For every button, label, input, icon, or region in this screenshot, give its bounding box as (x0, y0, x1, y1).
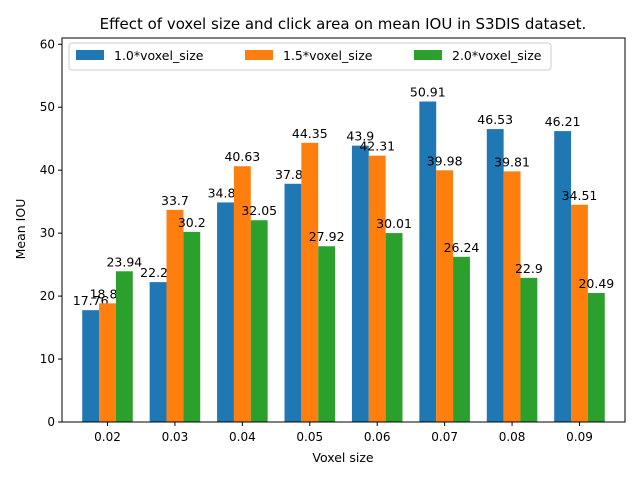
data-label-series-3-0.02: 23.94 (106, 254, 142, 269)
legend-swatch-series-3 (414, 50, 442, 60)
legend-label-series-2: 1.5*voxel_size (283, 48, 373, 63)
bar-series-1-0.02 (82, 310, 100, 422)
bar-series-2-0.08 (503, 171, 521, 422)
bar-series-1-0.06 (351, 145, 369, 422)
legend-swatch-series-2 (245, 50, 273, 60)
legend-box (68, 42, 552, 71)
data-label-series-3-0.07: 26.24 (444, 240, 480, 255)
legend: 1.0*voxel_size 1.5*voxel_size 2.0*voxel_si… (68, 42, 552, 71)
y-tick-label: 60 (40, 37, 55, 51)
data-label-series-1-0.09: 46.21 (545, 114, 581, 129)
data-label-series-1-0.07: 50.91 (410, 85, 446, 100)
y-axis-label: Mean IOU (13, 199, 28, 260)
bar-series-3-0.08 (520, 277, 538, 422)
x-tick-label: 0.06 (364, 430, 391, 444)
y-tick-label: 20 (40, 289, 55, 303)
x-tick-label: 0.05 (296, 430, 323, 444)
data-label-series-3-0.04: 32.05 (241, 203, 277, 218)
bar-series-3-0.02 (115, 271, 133, 422)
data-label-series-2-0.08: 39.81 (494, 154, 530, 169)
bar-series-3-0.07 (453, 256, 470, 422)
bar-series-1-0.04 (217, 202, 234, 422)
bar-series-2-0.04 (233, 166, 251, 422)
bar-series-1-0.07 (419, 101, 437, 422)
data-label-series-2-0.04: 40.63 (224, 149, 260, 164)
y-tick-label: 0 (47, 415, 55, 429)
data-label-series-1-0.06: 43.9 (346, 129, 374, 144)
chart-title: Effect of voxel size and click area on m… (100, 15, 587, 33)
bar-series-2-0.06 (368, 155, 386, 422)
bar-series-3-0.05 (318, 246, 336, 422)
data-label-series-2-0.05: 44.35 (292, 126, 328, 141)
bar-series-3-0.09 (587, 293, 605, 422)
legend-swatch-series-1 (76, 50, 104, 60)
data-label-series-2-0.03: 33.7 (161, 193, 189, 208)
x-tick-label: 0.02 (94, 430, 121, 444)
data-label-series-2-0.06: 42.31 (359, 139, 395, 154)
x-tick-label: 0.08 (499, 430, 526, 444)
bar-series-2-0.09 (571, 204, 588, 422)
bar-series-3-0.04 (250, 220, 268, 422)
data-label-series-2-0.09: 34.51 (562, 188, 598, 203)
data-label-series-2-0.07: 39.98 (427, 153, 463, 168)
y-tick-label: 40 (40, 163, 55, 177)
data-label-series-3-0.08: 22.9 (515, 261, 543, 276)
data-label-series-3-0.03: 30.2 (178, 215, 206, 230)
bar-series-2-0.02 (99, 303, 116, 422)
bar-series-1-0.05 (284, 183, 302, 422)
data-label-series-3-0.09: 20.49 (578, 276, 614, 291)
legend-label-series-1: 1.0*voxel_size (114, 48, 204, 63)
y-tick-label: 50 (40, 100, 55, 114)
data-label-series-3-0.05: 27.92 (309, 229, 345, 244)
data-label-series-1-0.08: 46.53 (477, 112, 513, 127)
x-tick-label: 0.09 (566, 430, 593, 444)
bar-series-1-0.03 (149, 282, 167, 422)
y-tick-label: 10 (40, 352, 55, 366)
bar-series-3-0.06 (385, 233, 403, 422)
legend-label-series-3: 2.0*voxel_size (452, 48, 542, 63)
x-tick-label: 0.04 (229, 430, 256, 444)
x-tick-label: 0.03 (162, 430, 189, 444)
bar-series-2-0.07 (436, 170, 454, 422)
bar-series-2-0.05 (301, 142, 319, 422)
y-tick-label: 30 (40, 226, 55, 240)
bar-series-3-0.03 (183, 231, 201, 422)
bar-series-1-0.08 (486, 129, 504, 422)
data-label-series-3-0.06: 30.01 (376, 216, 412, 231)
bar-series-1-0.09 (554, 131, 572, 423)
bar-series-2-0.03 (166, 209, 184, 422)
plot-frame (61, 37, 626, 423)
x-tick-label: 0.07 (431, 430, 458, 444)
x-axis-label: Voxel size (312, 450, 374, 465)
